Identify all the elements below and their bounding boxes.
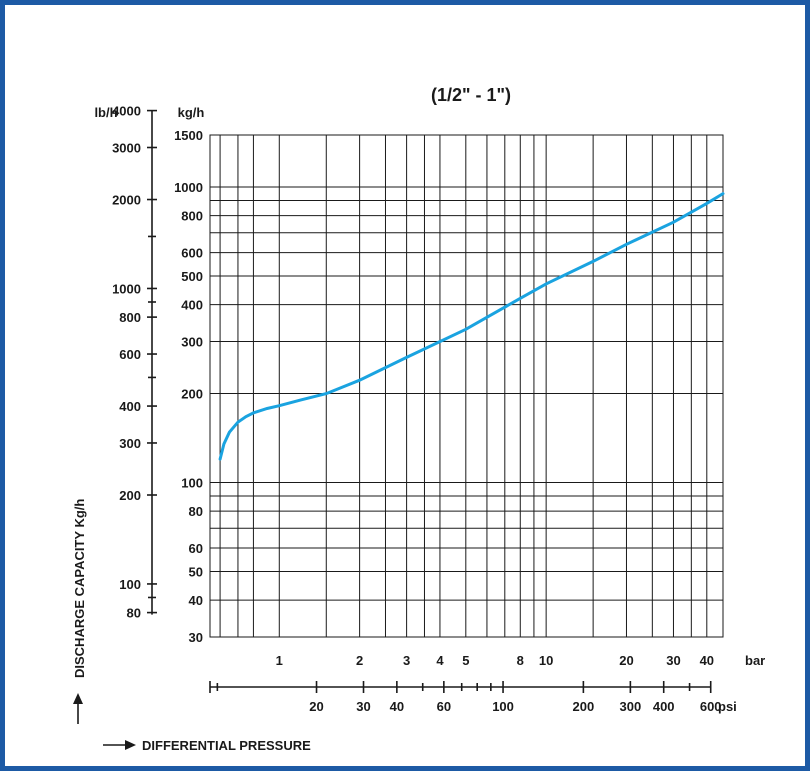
lb-tick-label: 1000	[112, 281, 141, 296]
y-axis-arrow	[73, 693, 83, 724]
psi-tick-label: 400	[653, 699, 675, 714]
bar-tick-label: 8	[517, 653, 524, 668]
psi-tick-label: 600	[700, 699, 722, 714]
kg-tick-label: 1000	[174, 180, 203, 195]
psi-tick-label: 40	[390, 699, 404, 714]
psi-axis: 20 30 40 60 100 200 300 400 600	[209, 681, 722, 714]
lb-tick-label: 600	[119, 347, 141, 362]
bar-tick-label: 5	[462, 653, 469, 668]
lb-axis: 80 100 200 300 400 600 800 1000 2000 3000 4000	[112, 104, 157, 621]
bar-axis: 1 2 3 4 5 8 10 20 30 40	[276, 653, 714, 668]
psi-tick-label: 100	[492, 699, 514, 714]
plot-area-border	[209, 134, 724, 638]
lb-tick-label: 80	[127, 606, 141, 621]
bar-tick-label: 40	[700, 653, 714, 668]
kg-axis: 30 40 50 60 80 100 200 300 400 500 600 800 1000 1500	[174, 128, 203, 645]
kg-tick-label: 80	[189, 504, 203, 519]
psi-tick-label: 30	[356, 699, 370, 714]
kg-unit-label: kg/h	[178, 105, 205, 120]
psi-tick-label: 200	[573, 699, 595, 714]
kg-tick-label: 30	[189, 630, 203, 645]
grid	[209, 134, 724, 638]
bar-tick-label: 1	[276, 653, 283, 668]
psi-tick-label: 300	[620, 699, 642, 714]
x-axis-arrow	[103, 740, 136, 750]
bar-tick-label: 2	[356, 653, 363, 668]
bar-tick-label: 10	[539, 653, 553, 668]
bar-tick-label: 3	[403, 653, 410, 668]
lb-tick-label: 400	[119, 399, 141, 414]
bar-tick-label: 20	[619, 653, 633, 668]
lb-tick-label: 300	[119, 436, 141, 451]
kg-tick-label: 800	[181, 209, 203, 224]
kg-tick-label: 40	[189, 593, 203, 608]
kg-tick-label: 300	[181, 335, 203, 350]
kg-tick-label: 500	[181, 269, 203, 284]
chart-title: (1/2" - 1")	[431, 85, 511, 105]
kg-tick-label: 100	[181, 476, 203, 491]
psi-tick-label: 20	[309, 699, 323, 714]
lb-tick-label: 100	[119, 577, 141, 592]
kg-tick-label: 400	[181, 298, 203, 313]
lb-tick-label: 3000	[112, 140, 141, 155]
bar-tick-label: 30	[666, 653, 680, 668]
kg-tick-label: 600	[181, 246, 203, 261]
discharge-capacity-chart: (1/2" - 1") lb/h kg/h 304050608010020030…	[72, 85, 765, 753]
kg-tick-label: 50	[189, 564, 203, 579]
lb-tick-label: 2000	[112, 193, 141, 208]
bar-unit-label: bar	[745, 653, 765, 668]
discharge-capacity-curve	[218, 192, 725, 461]
lb-unit-label: lb/h	[94, 105, 117, 120]
y-axis-title: DISCHARGE CAPACITY Kg/h	[72, 499, 87, 678]
lb-tick-label: 200	[119, 488, 141, 503]
kg-tick-label: 200	[181, 387, 203, 402]
x-axis-title: DIFFERENTIAL PRESSURE	[142, 738, 311, 753]
bar-tick-label: 4	[436, 653, 444, 668]
series-layer	[218, 192, 725, 461]
kg-tick-label: 1500	[174, 128, 203, 143]
lb-tick-label: 800	[119, 310, 141, 325]
lb-tick-label: 4000	[112, 104, 141, 119]
psi-unit-label: psi	[718, 699, 737, 714]
psi-tick-label: 60	[437, 699, 451, 714]
kg-tick-label: 60	[189, 541, 203, 556]
